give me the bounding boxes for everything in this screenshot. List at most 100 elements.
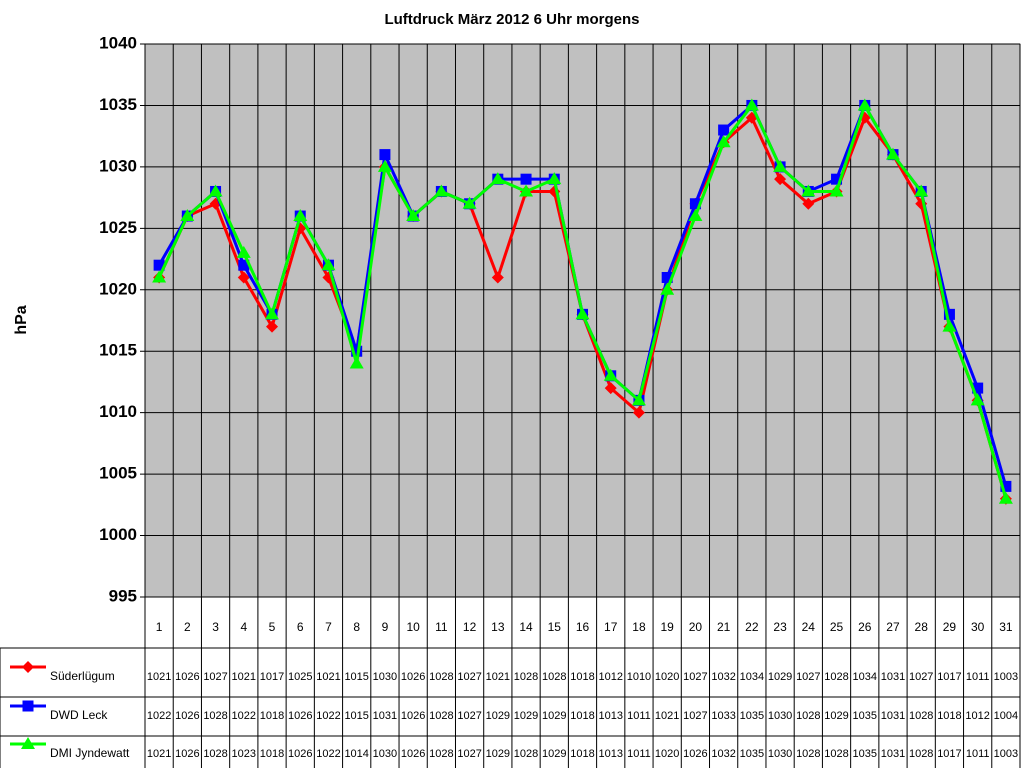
table-value: 1018 (570, 671, 594, 683)
point (237, 271, 250, 284)
table-value: 1018 (937, 710, 961, 722)
chart-title: Luftdruck März 2012 6 Uhr morgens (384, 11, 639, 28)
table-value: 1021 (147, 748, 171, 760)
point (520, 173, 532, 185)
table-value: 1028 (429, 748, 453, 760)
x-tick-label: 21 (717, 620, 731, 634)
table-value: 1015 (344, 671, 368, 683)
point (773, 159, 788, 172)
point (208, 184, 223, 197)
point (998, 491, 1013, 504)
table-value: 1028 (514, 748, 538, 760)
point (293, 209, 308, 222)
x-tick-label: 16 (576, 620, 590, 634)
point (236, 245, 251, 258)
x-tick-label: 8 (353, 620, 360, 634)
table-value: 1027 (457, 710, 481, 722)
point (942, 319, 957, 332)
x-tick-label: 20 (689, 620, 703, 634)
x-tick-label: 15 (548, 620, 562, 634)
x-tick-label: 30 (971, 620, 985, 634)
table-value: 1010 (627, 671, 651, 683)
x-tick-label: 5 (269, 620, 276, 634)
table-value: 1029 (542, 710, 566, 722)
point (379, 149, 391, 161)
point (349, 356, 364, 369)
x-tick-label: 28 (915, 620, 929, 634)
point (829, 184, 844, 197)
table-value: 1021 (147, 671, 171, 683)
point (519, 184, 534, 197)
table-value: 1028 (542, 671, 566, 683)
point (321, 258, 336, 271)
table-value: 1028 (429, 671, 453, 683)
point (688, 209, 703, 222)
table-value: 1031 (373, 710, 397, 722)
table-value: 1017 (937, 671, 961, 683)
point (547, 172, 562, 185)
point (21, 737, 35, 749)
point (491, 271, 504, 284)
point (490, 172, 505, 185)
table-value: 1029 (486, 710, 510, 722)
table-value: 1029 (486, 748, 510, 760)
point (943, 308, 955, 320)
table-value: 1021 (316, 671, 340, 683)
x-tick-label: 13 (491, 620, 505, 634)
point (462, 196, 477, 209)
point (660, 282, 675, 295)
table-value: 1027 (683, 710, 707, 722)
table-value: 1026 (288, 748, 312, 760)
y-tick-label: 1035 (99, 95, 137, 114)
table-value: 1028 (203, 710, 227, 722)
x-tick-label: 19 (660, 620, 674, 634)
point (265, 307, 280, 320)
table-value: 1011 (966, 748, 990, 760)
point (632, 406, 645, 419)
x-tick-label: 18 (632, 620, 646, 634)
y-tick-label: 1040 (99, 33, 137, 52)
table-value: 1026 (175, 671, 199, 683)
table-value: 1004 (994, 710, 1018, 722)
x-tick-label: 1 (156, 620, 163, 634)
x-tick-label: 6 (297, 620, 304, 634)
table-value: 1030 (373, 748, 397, 760)
table-value: 1011 (627, 710, 651, 722)
table-value: 1021 (232, 671, 256, 683)
point (802, 197, 815, 210)
point (831, 173, 843, 185)
x-tick-label: 24 (802, 620, 816, 634)
x-tick-label: 23 (773, 620, 787, 634)
y-tick-label: 1025 (99, 218, 137, 237)
point (434, 184, 449, 197)
point (885, 147, 900, 160)
point (970, 393, 985, 406)
table-value: 1025 (288, 671, 312, 683)
x-tick-label: 3 (212, 620, 219, 634)
point (774, 173, 787, 186)
table-value: 1029 (514, 710, 538, 722)
point (22, 700, 34, 712)
table-value: 1013 (598, 710, 622, 722)
table-value: 1013 (598, 748, 622, 760)
table-value: 1027 (457, 748, 481, 760)
table-value: 1028 (429, 710, 453, 722)
point (1000, 480, 1012, 492)
point (744, 98, 759, 111)
x-tick-label: 17 (604, 620, 618, 634)
x-tick-label: 11 (435, 620, 448, 634)
table-value: 1026 (175, 748, 199, 760)
table-value: 1017 (260, 671, 284, 683)
table-value: 1022 (316, 710, 340, 722)
y-tick-label: 1015 (99, 341, 137, 360)
point (22, 661, 34, 673)
table-value: 1032 (711, 671, 735, 683)
y-tick-label: 1000 (99, 525, 137, 544)
table-value: 1027 (909, 671, 933, 683)
point (716, 135, 731, 148)
table-value: 1026 (401, 671, 425, 683)
x-tick-label: 31 (999, 620, 1013, 634)
table-value: 1012 (965, 710, 989, 722)
table-value: 1031 (881, 748, 905, 760)
